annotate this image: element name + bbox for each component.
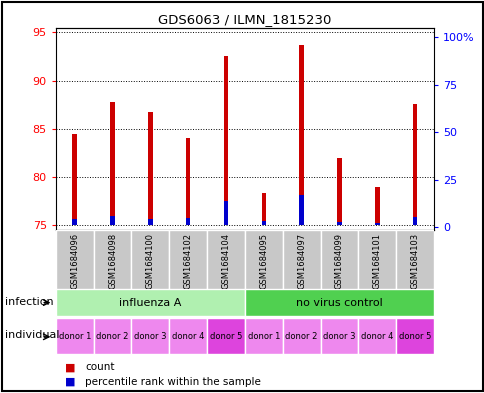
Text: GSM1684098: GSM1684098 [108, 233, 117, 289]
Bar [223, 201, 228, 225]
Text: GSM1684097: GSM1684097 [297, 233, 305, 289]
Text: GSM1684099: GSM1684099 [334, 233, 343, 289]
Text: ■: ■ [65, 377, 76, 387]
Bar [244, 318, 282, 354]
Text: donor 1: donor 1 [247, 332, 279, 340]
Bar [72, 219, 77, 225]
Text: donor 2: donor 2 [96, 332, 128, 340]
Text: donor 1: donor 1 [59, 332, 91, 340]
Bar [185, 218, 190, 225]
Text: GSM1684100: GSM1684100 [146, 233, 154, 289]
Bar [336, 158, 341, 225]
Bar [244, 230, 282, 289]
Bar [185, 138, 190, 225]
Text: donor 4: donor 4 [361, 332, 393, 340]
Bar [56, 289, 244, 316]
Bar [72, 134, 77, 225]
Bar [223, 57, 228, 225]
Bar [412, 217, 417, 225]
Bar [93, 230, 131, 289]
Text: infection: infection [5, 297, 53, 307]
Bar [395, 318, 433, 354]
Text: GSM1684096: GSM1684096 [70, 233, 79, 289]
Bar [320, 318, 358, 354]
Bar [207, 230, 244, 289]
Bar [207, 318, 244, 354]
Bar [374, 223, 379, 225]
Bar [244, 289, 433, 316]
Bar [358, 230, 395, 289]
Text: influenza A: influenza A [119, 298, 181, 308]
Bar [282, 318, 320, 354]
Title: GDS6063 / ILMN_1815230: GDS6063 / ILMN_1815230 [158, 13, 331, 26]
Bar [169, 318, 207, 354]
Bar [56, 230, 93, 289]
Bar [131, 230, 169, 289]
Text: individual: individual [5, 330, 59, 340]
Bar [395, 230, 433, 289]
Bar [93, 318, 131, 354]
Bar [261, 193, 266, 225]
Text: count: count [85, 362, 114, 373]
Bar [299, 195, 303, 225]
Bar [282, 230, 320, 289]
Bar [131, 318, 169, 354]
Text: GSM1684101: GSM1684101 [372, 233, 381, 289]
Bar [148, 112, 152, 225]
Text: no virus control: no virus control [296, 298, 382, 308]
Bar [412, 104, 417, 225]
Bar [320, 230, 358, 289]
Bar [56, 318, 93, 354]
Bar [336, 222, 341, 225]
Text: donor 4: donor 4 [172, 332, 204, 340]
Text: ■: ■ [65, 362, 76, 373]
Text: donor 2: donor 2 [285, 332, 317, 340]
Text: donor 5: donor 5 [398, 332, 430, 340]
Bar [374, 187, 379, 225]
Bar [299, 45, 303, 225]
Text: donor 3: donor 3 [134, 332, 166, 340]
Bar [110, 216, 115, 225]
Text: GSM1684095: GSM1684095 [259, 233, 268, 289]
Text: GSM1684104: GSM1684104 [221, 233, 230, 289]
Text: donor 5: donor 5 [210, 332, 242, 340]
Bar [358, 318, 395, 354]
Text: GSM1684102: GSM1684102 [183, 233, 192, 289]
Bar [110, 102, 115, 225]
Text: percentile rank within the sample: percentile rank within the sample [85, 377, 260, 387]
Bar [148, 219, 152, 225]
Bar [261, 221, 266, 225]
Text: donor 3: donor 3 [322, 332, 355, 340]
Text: GSM1684103: GSM1684103 [410, 233, 419, 289]
Bar [169, 230, 207, 289]
